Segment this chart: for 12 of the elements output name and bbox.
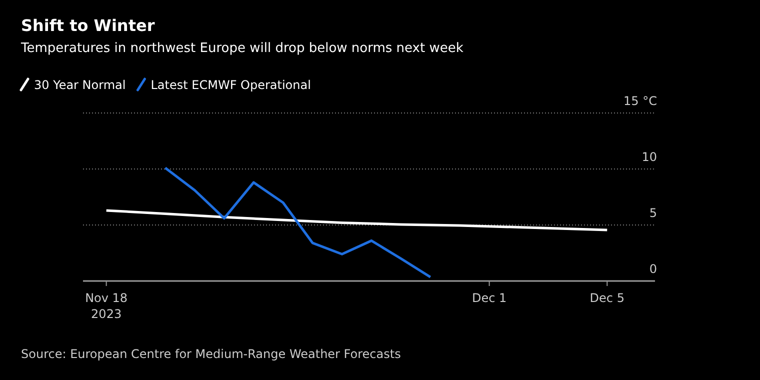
y-tick-label: 15 °C	[624, 94, 657, 108]
chart-subtitle: Temperatures in northwest Europe will drop below norms next week	[20, 41, 464, 56]
legend-label: Latest ECMWF Operational	[150, 78, 311, 92]
x-tick-label: Dec 5	[590, 291, 624, 305]
y-tick-label: 0	[649, 262, 657, 276]
x-tick-label: Dec 1	[472, 291, 507, 305]
y-tick-label: 10	[642, 150, 657, 164]
y-tick-label: 5	[649, 206, 657, 220]
legend-label: 30 Year Normal	[34, 78, 126, 92]
x-tick-label: Nov 18 2023	[85, 291, 128, 321]
source-note: Source: European Centre for Medium-Range Weather Forecasts	[21, 347, 401, 361]
chart-title: Shift to Winter	[21, 16, 155, 35]
